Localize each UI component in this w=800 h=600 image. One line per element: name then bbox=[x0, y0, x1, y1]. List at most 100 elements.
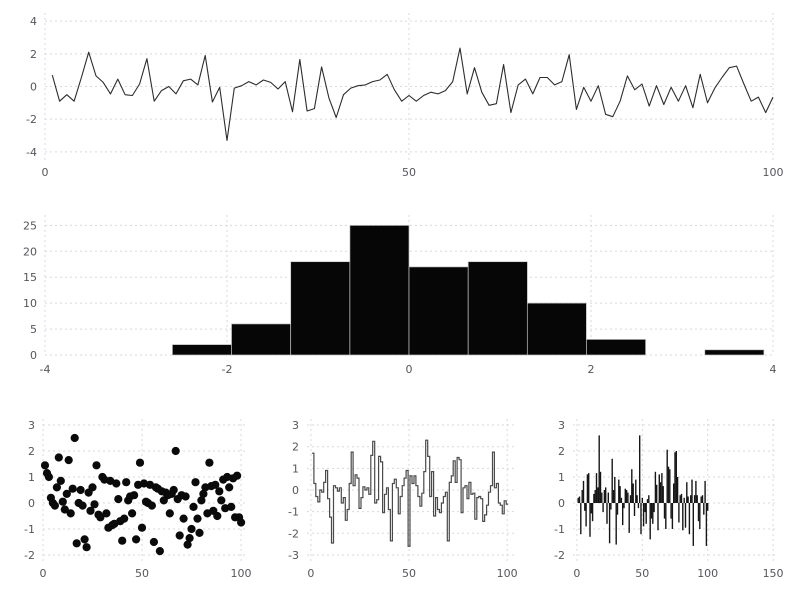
scatter-point bbox=[155, 547, 164, 556]
x-tick-label: 4 bbox=[770, 363, 777, 376]
histogram-bar bbox=[231, 323, 292, 356]
y-tick-label: 3 bbox=[292, 419, 299, 432]
scatter-point bbox=[195, 528, 204, 538]
scatter-point bbox=[183, 540, 192, 549]
x-tick-label: 100 bbox=[763, 166, 784, 179]
scatter-point bbox=[90, 500, 99, 509]
scatter-point bbox=[82, 543, 91, 552]
x-tick-label: 50 bbox=[135, 567, 149, 580]
y-tick-label: 1 bbox=[28, 471, 35, 484]
y-tick-label: -2 bbox=[554, 549, 565, 562]
scatter-point bbox=[213, 511, 222, 521]
scatter-point bbox=[217, 496, 226, 505]
y-tick-label: 1 bbox=[558, 471, 565, 484]
scatter-point bbox=[149, 537, 158, 547]
x-tick-label: 50 bbox=[635, 567, 649, 580]
scatter-point bbox=[225, 483, 234, 492]
scatter-point bbox=[60, 505, 69, 514]
step-plot-series bbox=[311, 439, 509, 547]
scatter-point bbox=[64, 456, 73, 465]
scatter-point bbox=[147, 501, 156, 510]
scatter-point bbox=[193, 514, 202, 523]
y-tick-label: 0 bbox=[30, 349, 37, 362]
histogram-bar bbox=[349, 225, 410, 356]
y-tick-label: 25 bbox=[23, 219, 37, 232]
histogram-bar bbox=[586, 339, 646, 356]
scatter-point bbox=[137, 523, 147, 532]
scatter-point bbox=[185, 534, 194, 543]
x-tick-label: -4 bbox=[40, 363, 51, 376]
histogram-bar bbox=[467, 261, 528, 356]
line-plot-series bbox=[51, 47, 774, 141]
scatter-point bbox=[66, 509, 75, 518]
y-tick-label: 4 bbox=[30, 15, 37, 28]
impulse-plot: 0 50 100 150 -2 -1 0 1 2 3 bbox=[554, 419, 784, 580]
scatter-point bbox=[199, 489, 208, 498]
grid bbox=[44, 13, 774, 160]
histogram: -4 -2 0 2 4 0 5 10 15 20 25 bbox=[23, 215, 777, 376]
tick-labels: 0 50 100 -2 -1 0 1 2 3 bbox=[24, 419, 252, 580]
y-tick-label: 15 bbox=[23, 271, 37, 284]
scatter-point bbox=[165, 509, 174, 518]
tick-labels: -4 -2 0 2 4 0 5 10 15 20 25 bbox=[23, 219, 777, 376]
scatter-point bbox=[92, 461, 101, 470]
x-tick-label: 100 bbox=[497, 567, 518, 580]
y-tick-label: 2 bbox=[558, 445, 565, 458]
scatter-point bbox=[76, 485, 85, 495]
y-tick-label: 20 bbox=[23, 245, 37, 258]
scatter-point bbox=[130, 491, 139, 500]
x-tick-label: 100 bbox=[231, 567, 252, 580]
scatter-point bbox=[215, 487, 224, 496]
scatter-point bbox=[80, 535, 89, 544]
y-tick-label: -2 bbox=[26, 113, 37, 126]
x-tick-label: 2 bbox=[588, 363, 595, 376]
x-tick-label: -2 bbox=[222, 363, 233, 376]
scatter-point bbox=[78, 501, 87, 510]
y-tick-label: 2 bbox=[28, 445, 35, 458]
scatter-plot: 0 50 100 -2 -1 0 1 2 3 bbox=[24, 419, 252, 580]
tick-labels: 0 50 100 150 -2 -1 0 1 2 3 bbox=[554, 419, 784, 580]
histogram-bar bbox=[704, 349, 765, 356]
grid bbox=[307, 419, 517, 561]
y-tick-label: 1 bbox=[292, 462, 299, 475]
y-tick-label: -2 bbox=[288, 527, 299, 540]
scatter-point bbox=[233, 471, 242, 480]
scatter-point bbox=[120, 514, 129, 523]
x-tick-label: 100 bbox=[697, 567, 718, 580]
y-tick-label: 3 bbox=[28, 419, 35, 432]
histogram-bar bbox=[290, 261, 351, 356]
scatter-point bbox=[112, 479, 121, 488]
scatter-point bbox=[128, 509, 137, 518]
scatter-point bbox=[44, 472, 54, 482]
scatter-point bbox=[52, 483, 62, 492]
y-tick-label: 5 bbox=[30, 323, 37, 336]
x-tick-label: 0 bbox=[40, 567, 47, 580]
x-tick-label: 0 bbox=[573, 567, 580, 580]
scatter-point bbox=[189, 502, 198, 511]
line-plot: 0 50 100 -4 -2 0 2 4 bbox=[26, 13, 784, 179]
scatter-point bbox=[181, 492, 190, 501]
histogram-bar bbox=[526, 302, 587, 356]
y-tick-label: 2 bbox=[30, 48, 37, 61]
histogram-bar bbox=[172, 344, 232, 356]
scatter-point bbox=[50, 501, 60, 510]
tick-labels: 0 50 100 -3 -2 -1 0 1 2 3 bbox=[288, 419, 518, 580]
y-tick-label: -1 bbox=[554, 523, 565, 536]
scatter-point bbox=[68, 484, 77, 493]
y-tick-label: -1 bbox=[288, 506, 299, 519]
scatter-point bbox=[118, 536, 127, 545]
scatter-point bbox=[72, 539, 81, 548]
scatter-point bbox=[132, 535, 141, 544]
scatter-point bbox=[114, 495, 123, 504]
impulse-plot-series bbox=[577, 435, 709, 546]
y-tick-label: 2 bbox=[292, 441, 299, 454]
y-tick-label: -2 bbox=[24, 549, 35, 562]
scatter-point bbox=[175, 531, 184, 540]
y-tick-label: 0 bbox=[558, 497, 565, 510]
scatter-point bbox=[169, 485, 178, 495]
scatter-point bbox=[211, 480, 220, 489]
y-tick-label: 3 bbox=[558, 419, 565, 432]
tick-labels: 0 50 100 -4 -2 0 2 4 bbox=[26, 15, 783, 179]
